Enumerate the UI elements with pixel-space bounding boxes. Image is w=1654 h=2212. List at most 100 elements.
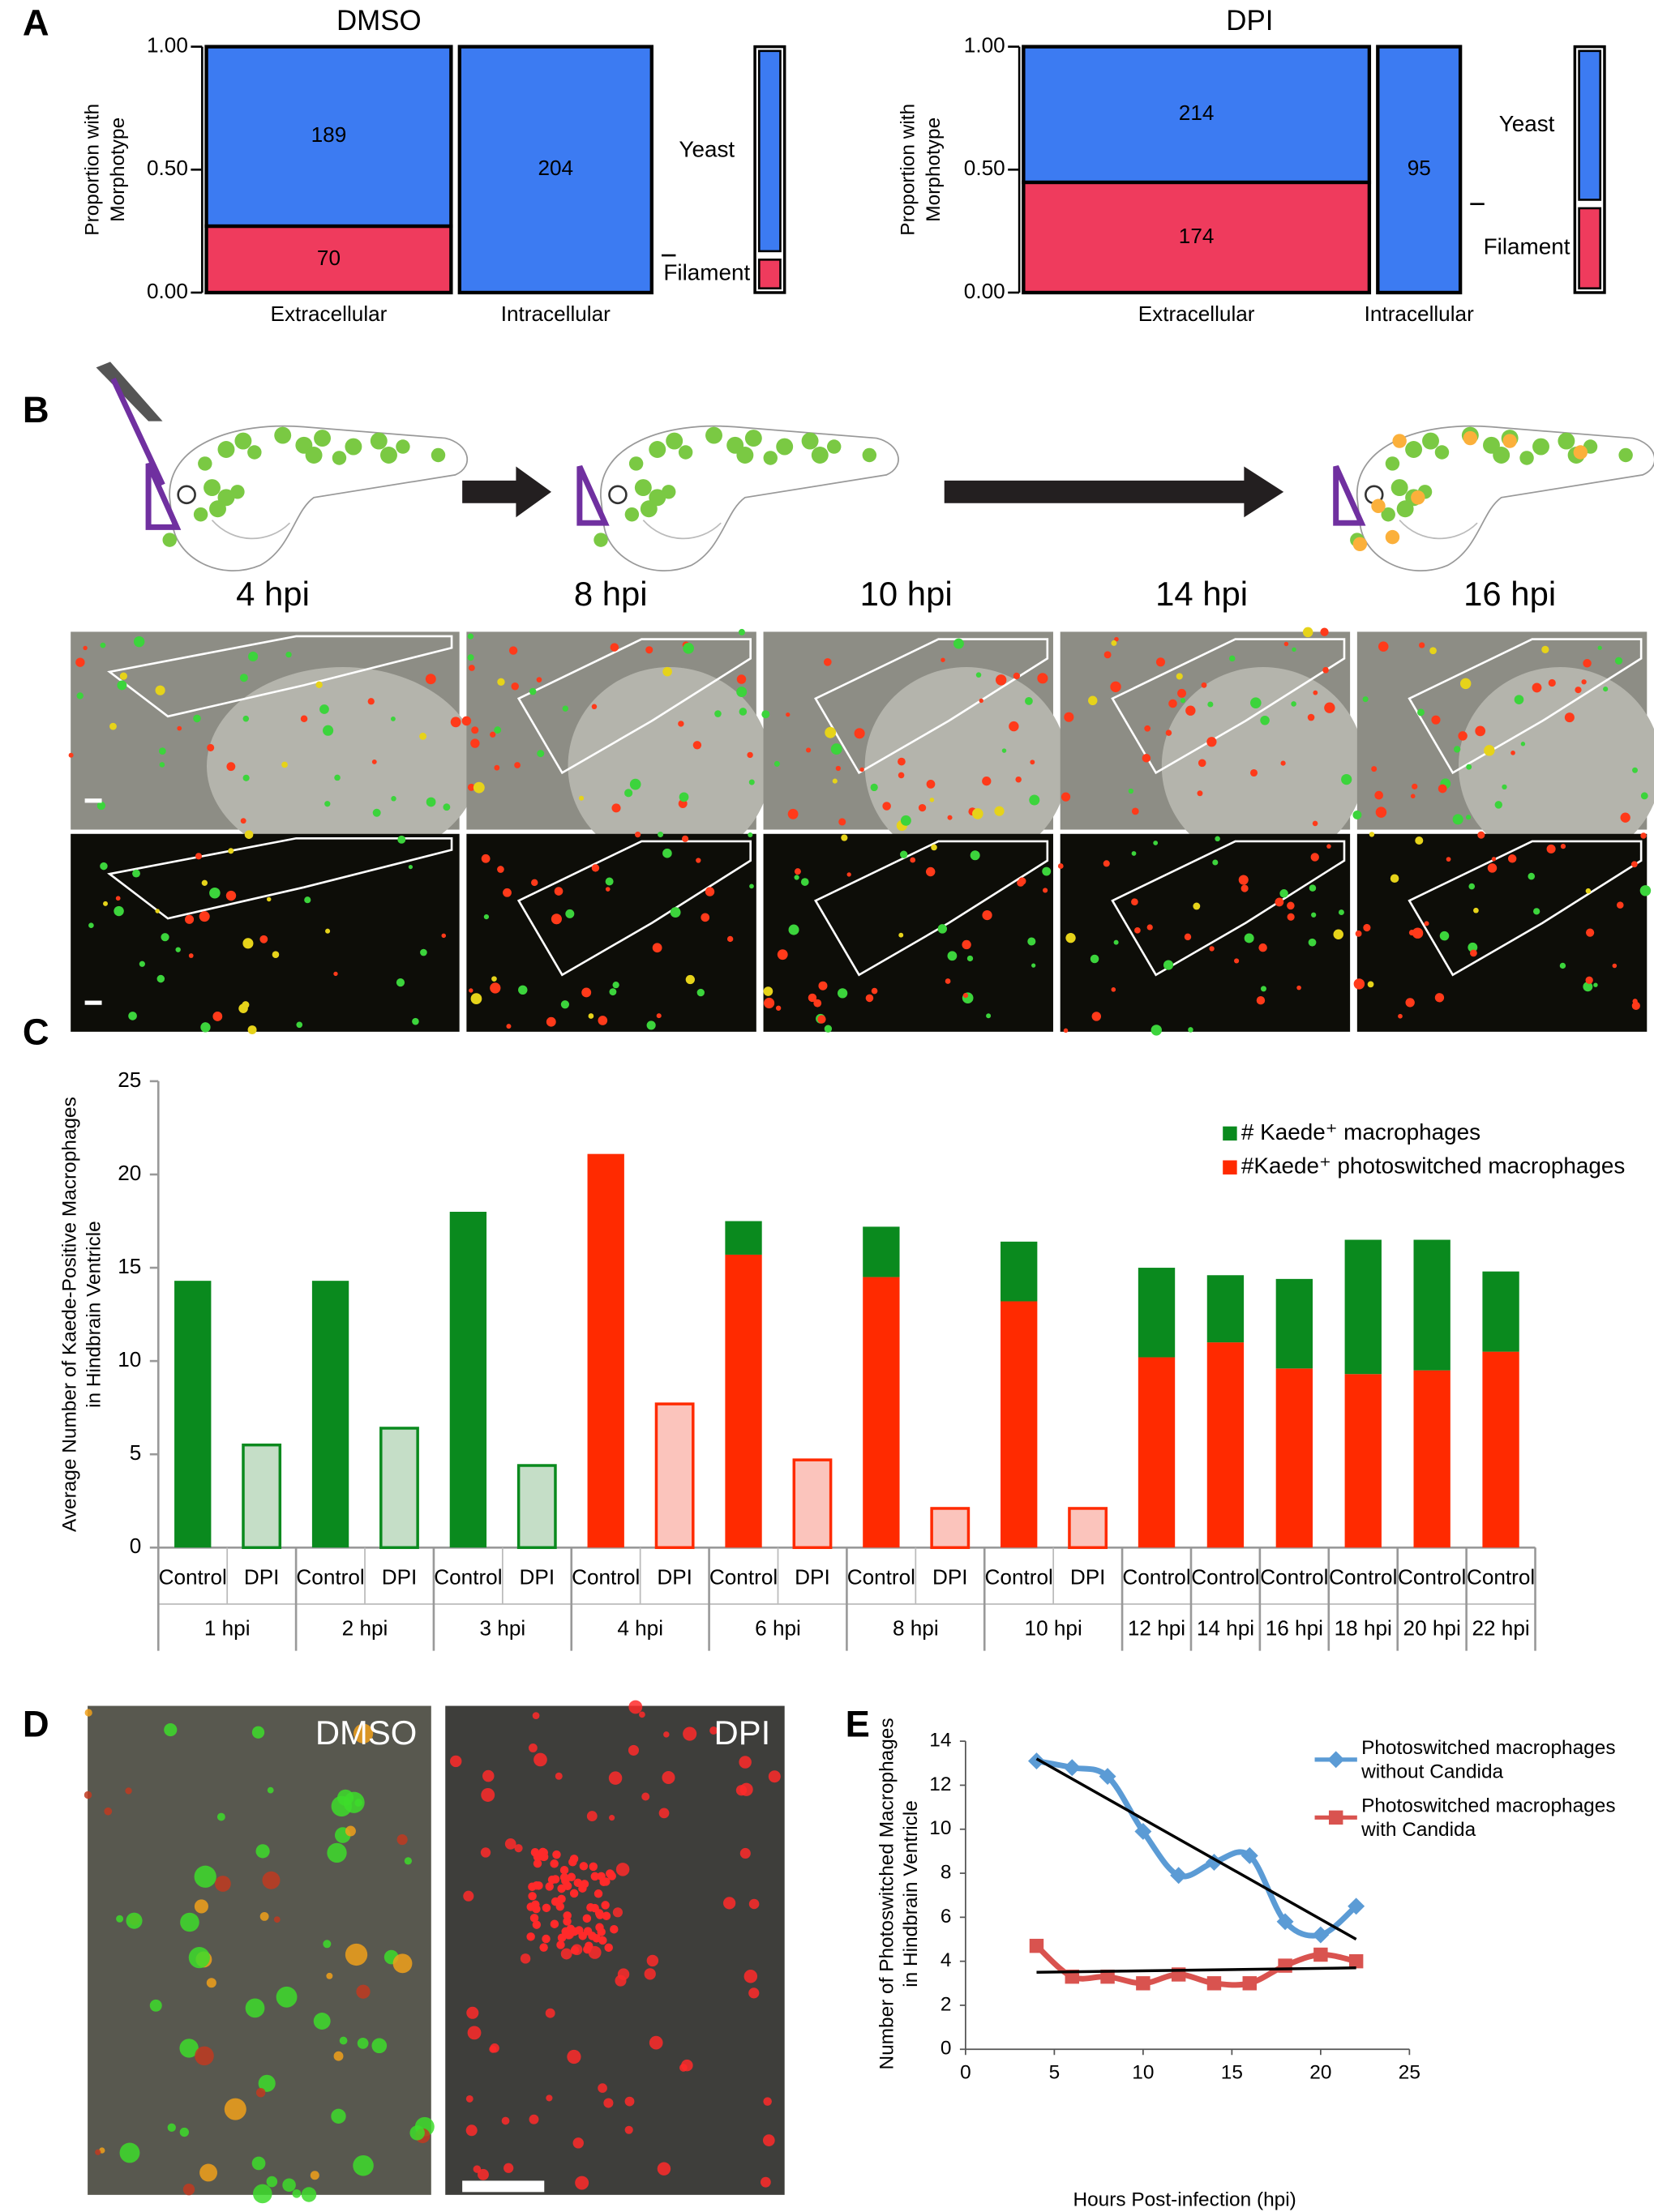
cell bbox=[185, 914, 195, 924]
y-axis-label: Morphotype bbox=[107, 118, 129, 222]
cell bbox=[244, 830, 254, 839]
cell bbox=[1575, 687, 1582, 694]
cell bbox=[645, 646, 653, 654]
cell bbox=[947, 951, 958, 961]
cell bbox=[310, 2171, 319, 2180]
cell bbox=[679, 792, 689, 802]
cell bbox=[441, 933, 447, 939]
marker bbox=[1136, 1976, 1151, 1991]
panel-label: C bbox=[23, 1011, 49, 1052]
cell bbox=[1514, 695, 1524, 704]
cell bbox=[1491, 857, 1497, 862]
group-label: 20 hpi bbox=[1403, 1615, 1461, 1640]
cell bbox=[542, 1934, 551, 1944]
ventricle-outline bbox=[107, 635, 453, 718]
cell bbox=[526, 1932, 535, 1941]
mosaic-cell bbox=[1022, 180, 1372, 295]
cell bbox=[995, 674, 1007, 686]
micrograph bbox=[84, 1705, 435, 2204]
cell bbox=[1520, 742, 1526, 747]
cell bbox=[1452, 814, 1463, 825]
cell bbox=[1418, 642, 1425, 648]
cell bbox=[1260, 715, 1270, 725]
cell bbox=[1168, 699, 1177, 708]
cell bbox=[1310, 853, 1319, 862]
bar bbox=[1275, 1368, 1313, 1548]
bar bbox=[725, 1221, 762, 1255]
cell bbox=[561, 1927, 570, 1936]
cell bbox=[554, 887, 563, 896]
cell bbox=[267, 1786, 274, 1794]
cell bbox=[602, 1877, 611, 1886]
cell bbox=[1585, 976, 1593, 985]
cell bbox=[471, 726, 479, 734]
cell bbox=[701, 913, 710, 922]
cell bbox=[560, 1948, 572, 1960]
cell bbox=[1412, 783, 1418, 789]
cell bbox=[1468, 942, 1478, 952]
cell bbox=[588, 1945, 602, 1959]
cell bbox=[578, 1884, 587, 1893]
cell bbox=[470, 738, 480, 748]
cell bbox=[216, 1812, 225, 1821]
cell bbox=[1507, 854, 1517, 863]
value-label: 174 bbox=[1179, 224, 1215, 248]
cell bbox=[1184, 933, 1192, 941]
bar bbox=[516, 1464, 557, 1550]
cell bbox=[503, 888, 512, 897]
cell bbox=[354, 1723, 374, 1744]
cell bbox=[1111, 640, 1117, 646]
cell bbox=[854, 728, 865, 739]
cell bbox=[1031, 963, 1036, 968]
cell bbox=[1363, 923, 1371, 932]
cell bbox=[1249, 768, 1258, 777]
cell bbox=[1415, 836, 1424, 845]
x-tick-label: Control bbox=[1122, 1565, 1190, 1589]
cell bbox=[595, 1910, 605, 1919]
cell bbox=[282, 2178, 296, 2192]
x-tick-label: Control bbox=[572, 1565, 640, 1589]
cell bbox=[1110, 681, 1121, 692]
cell bbox=[768, 1770, 781, 1783]
cell bbox=[1639, 885, 1652, 896]
cell bbox=[760, 2176, 771, 2188]
cell bbox=[180, 1912, 199, 1932]
cell bbox=[1603, 687, 1609, 692]
cell bbox=[1146, 924, 1153, 931]
cell bbox=[155, 685, 165, 695]
cell bbox=[550, 1859, 559, 1868]
cell bbox=[624, 2096, 635, 2107]
cell bbox=[1025, 696, 1033, 705]
cell bbox=[88, 922, 94, 929]
cell bbox=[514, 1844, 523, 1853]
cell bbox=[300, 715, 308, 722]
micrograph bbox=[466, 831, 756, 1032]
cell bbox=[95, 2149, 101, 2155]
cell bbox=[1063, 1028, 1069, 1033]
bar bbox=[1482, 1351, 1519, 1548]
bar bbox=[725, 1254, 762, 1548]
cell bbox=[739, 1847, 751, 1859]
y-tick-label: 14 bbox=[929, 1730, 951, 1752]
cell bbox=[531, 879, 538, 887]
cell bbox=[562, 705, 569, 712]
cell bbox=[345, 1825, 356, 1837]
cell bbox=[1015, 776, 1022, 783]
x-tick-label: Control bbox=[847, 1565, 915, 1589]
bar bbox=[379, 1427, 419, 1550]
cell bbox=[292, 2188, 302, 2198]
cell bbox=[644, 1968, 656, 1980]
cell bbox=[104, 1807, 113, 1816]
cell bbox=[1630, 861, 1638, 868]
ventricle-outline bbox=[1408, 840, 1643, 977]
cell bbox=[898, 757, 906, 766]
cell bbox=[606, 1869, 615, 1878]
cell bbox=[179, 2039, 199, 2058]
cell bbox=[726, 935, 734, 943]
cell bbox=[1466, 764, 1472, 770]
cell bbox=[1477, 831, 1485, 839]
x-tick-label: 0 bbox=[960, 2061, 971, 2083]
cell bbox=[859, 767, 864, 772]
cell bbox=[1153, 841, 1159, 845]
cell bbox=[846, 872, 851, 877]
